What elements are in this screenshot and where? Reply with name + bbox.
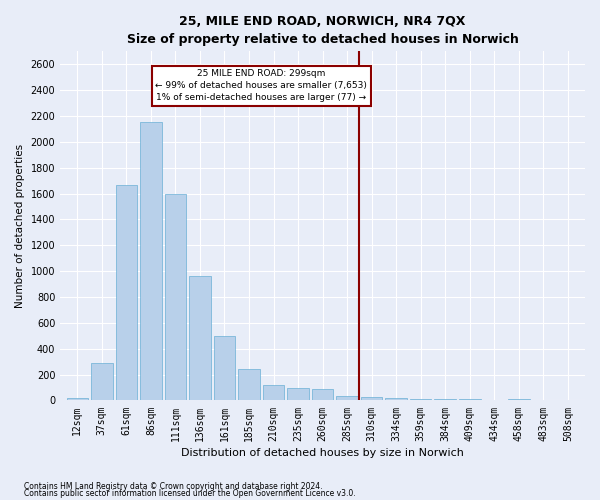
Bar [287, 388, 309, 400]
Y-axis label: Number of detached properties: Number of detached properties [15, 144, 25, 308]
Bar [337, 396, 358, 400]
Bar [91, 363, 113, 401]
Text: Contains HM Land Registry data © Crown copyright and database right 2024.: Contains HM Land Registry data © Crown c… [24, 482, 323, 491]
Bar [214, 336, 235, 400]
Text: Contains public sector information licensed under the Open Government Licence v3: Contains public sector information licen… [24, 489, 356, 498]
Bar [410, 399, 431, 400]
Bar [140, 122, 161, 400]
Text: 25 MILE END ROAD: 299sqm
← 99% of detached houses are smaller (7,653)
1% of semi: 25 MILE END ROAD: 299sqm ← 99% of detach… [155, 70, 367, 102]
Bar [116, 184, 137, 400]
Bar [67, 398, 88, 400]
X-axis label: Distribution of detached houses by size in Norwich: Distribution of detached houses by size … [181, 448, 464, 458]
Bar [434, 399, 456, 400]
Bar [238, 370, 260, 400]
Bar [361, 397, 382, 400]
Bar [189, 276, 211, 400]
Bar [164, 194, 186, 400]
Bar [508, 399, 530, 400]
Bar [312, 390, 334, 400]
Bar [263, 385, 284, 400]
Title: 25, MILE END ROAD, NORWICH, NR4 7QX
Size of property relative to detached houses: 25, MILE END ROAD, NORWICH, NR4 7QX Size… [127, 15, 518, 46]
Bar [385, 398, 407, 400]
